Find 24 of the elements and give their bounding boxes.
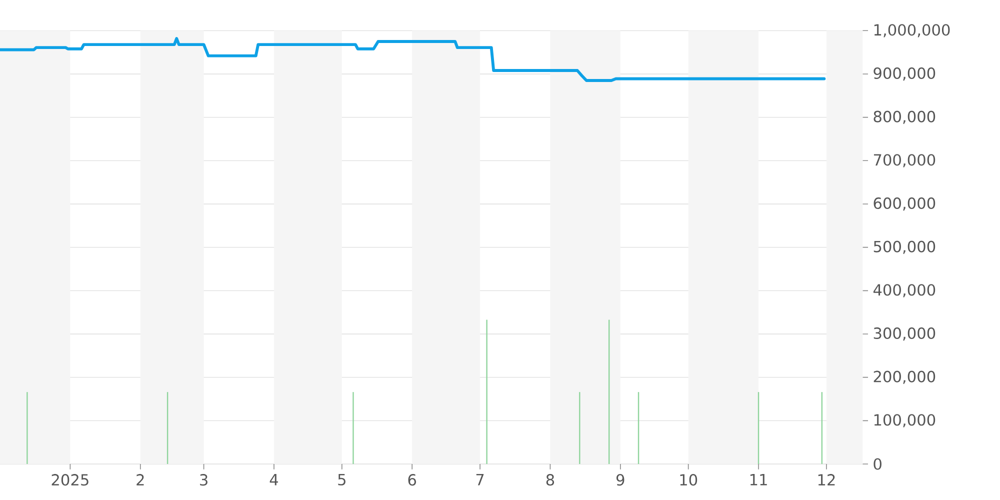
x-tick-label: 10	[680, 474, 698, 486]
y-tick-label: 400,000	[873, 284, 936, 298]
y-tick-label: 800,000	[874, 110, 936, 124]
x-tick-label: 2025	[52, 474, 88, 486]
x-tick-label: 8	[546, 474, 554, 486]
x-tick-label: 4	[270, 474, 278, 486]
x-tick-label: 11	[750, 474, 767, 486]
y-tick-label: 700,000	[874, 154, 936, 168]
x-tick-label: 6	[408, 474, 416, 486]
y-tick-label: 100,000	[874, 414, 936, 428]
x-tick-label: 9	[616, 474, 624, 486]
y-tick-label: 200,000	[874, 370, 936, 384]
x-tick-label: 3	[200, 474, 208, 486]
y-tick-label: 600,000	[874, 197, 936, 211]
line-series	[0, 36, 826, 82]
y-tick-label: 300,000	[874, 327, 936, 341]
x-tick-label: 12	[818, 474, 835, 486]
y-tick-label: 1,000,000	[874, 24, 950, 38]
x-tick-label: 2	[136, 474, 144, 486]
y-tick-label: 900,000	[874, 67, 936, 81]
x-tick-label: 7	[476, 474, 484, 486]
x-tick-label: 5	[338, 474, 346, 486]
y-tick-label: 0	[874, 458, 882, 470]
y-tick-label: 500,000	[874, 240, 936, 254]
